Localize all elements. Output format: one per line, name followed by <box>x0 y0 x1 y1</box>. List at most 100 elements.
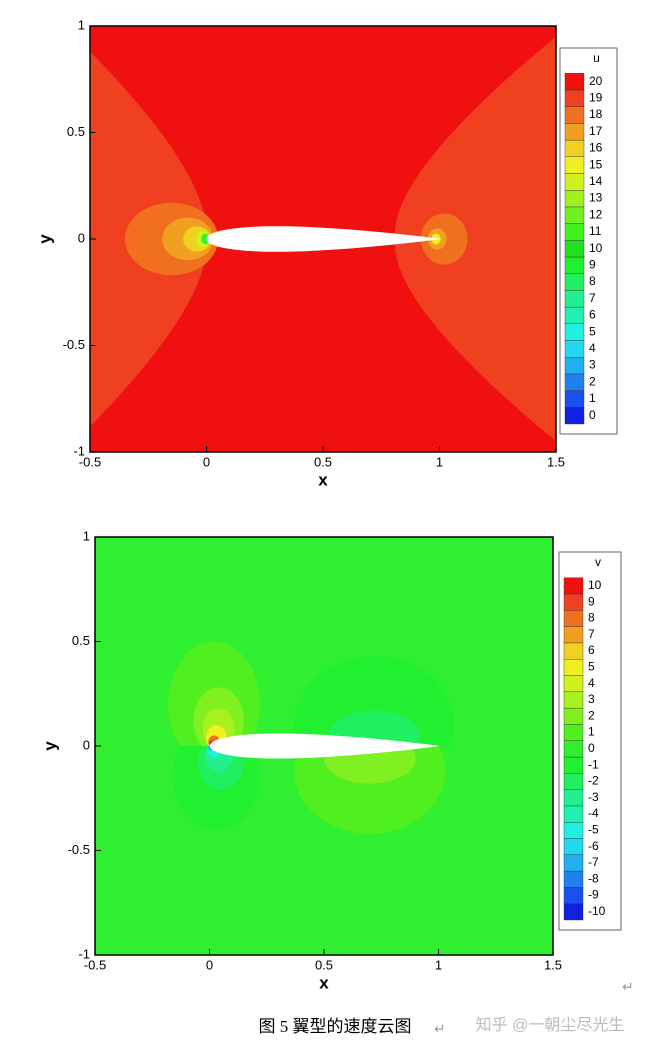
legend-swatch <box>563 903 584 921</box>
legend-swatch <box>563 626 584 644</box>
legend-swatch <box>564 407 585 425</box>
legend-label: 18 <box>589 107 603 121</box>
legend-label: -7 <box>588 855 599 869</box>
legend-swatch <box>564 373 585 391</box>
legend-label: 9 <box>589 258 596 272</box>
legend-swatch <box>563 659 584 676</box>
legend-label: 0 <box>588 741 595 755</box>
legend-swatch <box>564 306 585 325</box>
legend-label: 2 <box>589 374 596 388</box>
legend-label: 2 <box>588 708 595 722</box>
legend-title: u <box>593 51 600 65</box>
legend-label: 10 <box>588 578 602 592</box>
legend-swatch <box>563 854 584 872</box>
legend-label: 0 <box>589 408 596 422</box>
legend-swatch <box>564 240 585 258</box>
y-tick-label: 0.5 <box>67 124 85 139</box>
x-tick-label: -0.5 <box>79 454 101 469</box>
legend-label: 3 <box>589 358 596 372</box>
contour-field <box>95 537 553 955</box>
x-axis-label: x <box>319 973 329 992</box>
return-mark: ↵ <box>622 979 634 995</box>
legend-label: -6 <box>588 839 599 853</box>
legend-label: 7 <box>588 627 595 641</box>
legend-swatch <box>564 189 585 208</box>
legend-swatch <box>563 740 584 758</box>
legend-label: 1 <box>588 725 595 739</box>
legend-swatch <box>564 290 585 308</box>
legend-label: -10 <box>588 904 606 918</box>
legend-swatch <box>563 805 584 823</box>
legend-label: 19 <box>589 91 603 105</box>
y-axis-label: y <box>40 741 59 751</box>
legend-label: 8 <box>589 274 596 288</box>
legend-title: v <box>595 555 601 569</box>
x-tick-label: 0 <box>206 957 213 972</box>
legend-label: -8 <box>588 871 599 885</box>
legend-label: 15 <box>589 157 603 171</box>
legend-label: -4 <box>588 806 599 820</box>
legend-label: 14 <box>589 174 603 188</box>
x-tick-label: 0 <box>203 454 210 469</box>
legend-swatch <box>563 838 584 855</box>
y-tick-label: -1 <box>73 443 85 458</box>
legend-label: 12 <box>589 207 603 221</box>
legend-label: -2 <box>588 774 599 788</box>
watermark: 知乎 @一朝尘尽光生 <box>476 1016 625 1034</box>
legend-swatch <box>563 773 584 790</box>
airfoil <box>206 226 440 252</box>
legend-label: 9 <box>588 594 595 608</box>
legend-label: 3 <box>588 692 595 706</box>
legend-label: 6 <box>589 308 596 322</box>
legend-swatch <box>563 707 584 725</box>
legend-label: 1 <box>589 391 596 405</box>
legend-label: -5 <box>588 823 599 837</box>
legend-label: 8 <box>588 611 595 625</box>
airfoil <box>209 733 439 759</box>
y-tick-label: 1 <box>83 528 90 543</box>
y-tick-label: 0 <box>78 230 85 245</box>
legend-swatch <box>563 887 584 904</box>
legend-label: 16 <box>589 141 603 155</box>
legend-swatch <box>563 577 584 595</box>
legend-swatch <box>563 822 584 839</box>
legend-swatch <box>564 173 585 191</box>
legend-swatch <box>563 593 584 611</box>
legend-label: 13 <box>589 191 603 205</box>
legend-swatch <box>564 357 585 375</box>
legend-label: 4 <box>589 341 596 355</box>
y-tick-label: 0 <box>83 737 90 752</box>
y-tick-label: 1 <box>78 17 85 32</box>
legend-swatch <box>563 642 584 660</box>
y-tick-label: 0.5 <box>72 633 90 648</box>
x-tick-label: 1.5 <box>544 957 562 972</box>
x-tick-label: 0.5 <box>315 957 333 972</box>
lower-regions <box>172 746 446 834</box>
y-axis-label: y <box>35 234 54 244</box>
legend-swatch <box>563 675 584 692</box>
x-tick-label: 1 <box>435 957 442 972</box>
legend-swatch <box>564 340 585 358</box>
legend-label: -3 <box>588 790 599 804</box>
legend-label: 5 <box>589 324 596 338</box>
legend-label: 7 <box>589 291 596 305</box>
legend-swatch <box>563 724 584 741</box>
legend-swatch <box>564 106 585 124</box>
caption: 图 5 翼型的速度云图 <box>259 1017 412 1036</box>
legend-label: 20 <box>589 74 603 88</box>
legend-swatch <box>564 273 585 291</box>
legend-swatch <box>564 256 585 274</box>
y-tick-label: -0.5 <box>63 337 85 352</box>
legend-swatch <box>564 89 585 107</box>
legend-label: 10 <box>589 241 603 255</box>
legend-swatch <box>564 139 585 158</box>
legend-swatch <box>564 156 585 174</box>
legend-label: 11 <box>589 224 602 238</box>
legend-swatch <box>564 73 585 91</box>
x-axis-label: x <box>318 470 328 489</box>
legend-swatch <box>563 870 584 888</box>
